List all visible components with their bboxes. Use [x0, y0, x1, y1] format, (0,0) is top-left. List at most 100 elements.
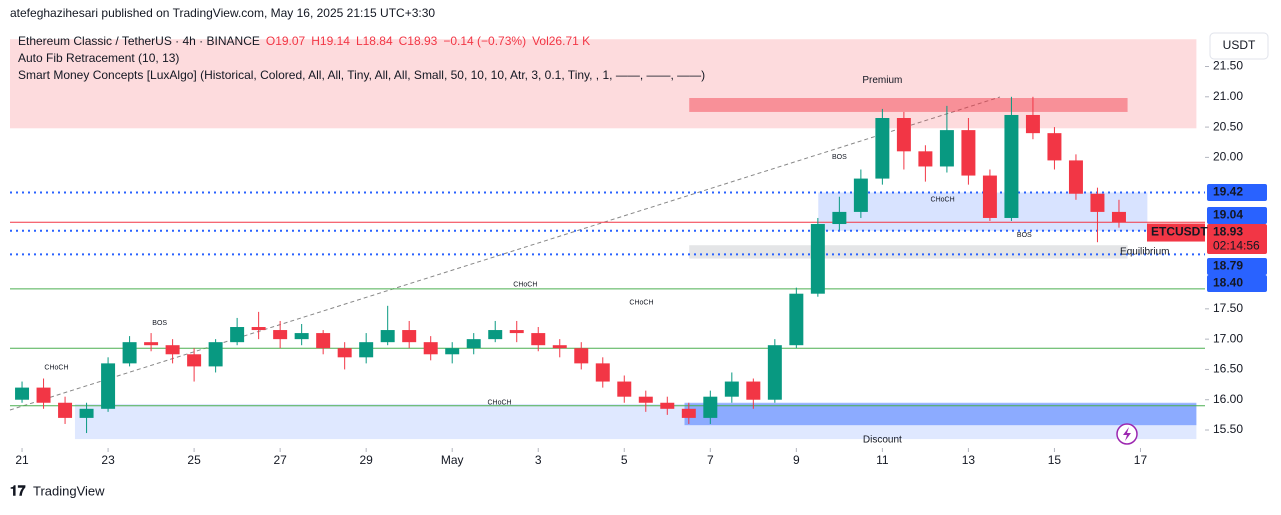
annotation: Equilibrium — [1120, 247, 1169, 258]
candle-body — [122, 342, 137, 364]
price-label: 19.42 — [1213, 185, 1243, 199]
candle-body — [36, 387, 51, 403]
price-label-bg — [1207, 275, 1267, 293]
annotation: BOS — [152, 320, 167, 327]
countdown: 02:14:56 — [1213, 239, 1260, 253]
y-tick-label: 21.00 — [1213, 89, 1243, 103]
zone — [684, 402, 1197, 426]
candle-body — [187, 354, 202, 367]
candle-body — [488, 330, 503, 340]
annotation: Premium — [862, 75, 902, 86]
x-tick-label: 3 — [535, 453, 542, 467]
price-label-bg — [1207, 258, 1267, 276]
candle-body — [15, 387, 30, 400]
x-tick-label: 11 — [876, 453, 889, 467]
plot-area — [10, 35, 1205, 470]
candle-body — [251, 327, 266, 331]
zone — [10, 39, 1197, 129]
candle-body — [767, 345, 782, 400]
candle-body — [552, 345, 567, 349]
candle-body — [1025, 114, 1040, 134]
byline: atefeghazihesari published on TradingVie… — [10, 6, 435, 20]
symbol: Ethereum Classic / TetherUS · 4h · BINAN… — [18, 34, 260, 48]
x-tick-label: 21 — [15, 453, 29, 467]
price-label: 18.79 — [1213, 259, 1243, 273]
price-label-bg — [1207, 184, 1267, 202]
x-tick-label: 23 — [101, 453, 115, 467]
volume: Vol26.71 K — [532, 34, 590, 48]
x-tick-label: 5 — [621, 453, 628, 467]
candle-body — [918, 151, 933, 167]
price-label: 18.40 — [1213, 276, 1243, 290]
candle-body — [810, 224, 825, 294]
price-label-bg — [1207, 207, 1267, 225]
candle-body — [445, 348, 460, 355]
candle-body — [423, 342, 438, 355]
symbol-label: ETCUSDT — [1151, 225, 1208, 239]
x-tick-label: 13 — [962, 453, 976, 467]
candle-body — [466, 339, 481, 349]
candle-body — [316, 333, 331, 349]
annotation: CHoCH — [487, 400, 511, 407]
low: L18.84 — [356, 34, 393, 48]
annotation: CHoCH — [513, 281, 537, 288]
price-label: 19.04 — [1213, 208, 1243, 222]
y-tick-label: 16.50 — [1213, 362, 1243, 376]
x-tick-label: 17 — [1134, 453, 1148, 467]
candle-body — [703, 396, 718, 418]
fib-line — [9, 96, 1001, 411]
x-tick-label: May — [441, 453, 464, 467]
high: H19.14 — [311, 34, 350, 48]
annotation: CHoCH — [629, 300, 653, 307]
bolt — [1123, 427, 1131, 441]
y-tick-label: 20.00 — [1213, 150, 1243, 164]
open: O19.07 — [266, 34, 306, 48]
close: C18.93 — [399, 34, 438, 48]
candle-body — [595, 363, 610, 382]
change: −0.14 (−0.73%) — [443, 34, 526, 48]
candle-body — [875, 118, 890, 179]
y-tick-label: 17.50 — [1213, 301, 1243, 315]
zone — [689, 245, 1128, 259]
candle-body — [531, 333, 546, 346]
candle-body — [337, 348, 352, 358]
annotation: BOS — [832, 154, 847, 161]
candle-body — [832, 211, 847, 225]
x-tick-label: 7 — [707, 453, 714, 467]
candle-body — [58, 402, 73, 418]
annotation: Discount — [863, 434, 902, 445]
candle-body — [294, 333, 309, 340]
candle-body — [1111, 211, 1126, 223]
candle-body — [144, 342, 159, 346]
candle-body — [509, 330, 524, 334]
candle-body — [1090, 193, 1105, 212]
x-tick-label: 9 — [793, 453, 800, 467]
price-label: 18.93 — [1213, 225, 1243, 239]
candle-body — [724, 381, 739, 397]
y-tick-label: 17.00 — [1213, 331, 1243, 345]
candle-body — [273, 330, 288, 340]
candle-body — [101, 363, 116, 409]
candle-body — [660, 402, 675, 409]
y-tick-label: 21.50 — [1213, 59, 1243, 73]
candle-body — [1068, 160, 1083, 194]
y-tick-label: 16.00 — [1213, 392, 1243, 406]
indicator: Smart Money Concepts [LuxAlgo] (Historic… — [18, 68, 705, 82]
x-tick-label: 25 — [187, 453, 201, 467]
candle-body — [746, 381, 761, 400]
currency-box — [1209, 32, 1269, 60]
candle-body — [638, 396, 653, 403]
currency: USDT — [1223, 38, 1256, 52]
candle-body — [79, 408, 94, 418]
price-label-bg — [1207, 224, 1267, 255]
zone — [689, 98, 1128, 112]
candle-body — [165, 345, 180, 355]
symbol-tag — [1147, 223, 1205, 242]
tv-logo: 𝟏𝟕 — [10, 483, 26, 499]
candle-body — [789, 293, 804, 346]
candle-body — [617, 381, 632, 397]
candle-body — [1047, 133, 1062, 161]
candle-body — [681, 408, 696, 418]
legend-line: Ethereum Classic / TetherUS · 4h · BINAN… — [18, 34, 590, 48]
